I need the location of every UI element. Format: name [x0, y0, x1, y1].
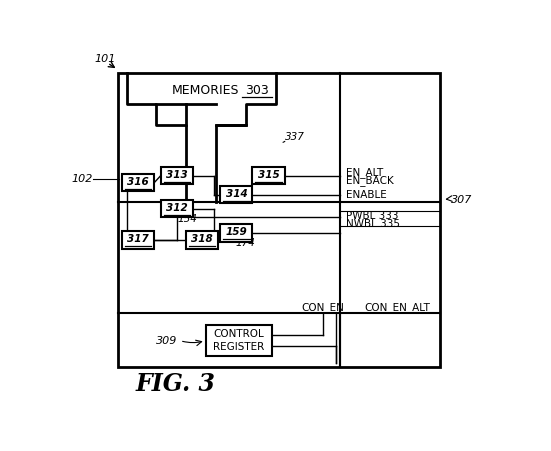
Text: NWBL 335: NWBL 335 — [347, 219, 401, 229]
Text: 102: 102 — [71, 174, 93, 184]
Text: 309: 309 — [156, 336, 178, 345]
Text: 315: 315 — [258, 170, 279, 179]
Bar — [252, 167, 284, 184]
Text: 313: 313 — [166, 170, 187, 179]
Text: 154: 154 — [178, 214, 198, 224]
Text: EN_BACK: EN_BACK — [347, 175, 394, 186]
Text: PWBL 333: PWBL 333 — [347, 211, 399, 221]
Text: 317: 317 — [127, 234, 149, 244]
Bar — [220, 224, 252, 242]
Text: CON_EN_ALT: CON_EN_ALT — [365, 302, 431, 313]
Text: 318: 318 — [191, 234, 213, 244]
Bar — [122, 174, 154, 191]
Text: FIG. 3: FIG. 3 — [136, 372, 215, 396]
Text: ENABLE: ENABLE — [347, 190, 387, 200]
Bar — [220, 186, 252, 203]
Text: CONTROL
REGISTER: CONTROL REGISTER — [213, 329, 264, 352]
Bar — [161, 167, 193, 184]
Text: CON_EN: CON_EN — [301, 302, 344, 313]
Bar — [118, 73, 440, 367]
Bar — [186, 231, 218, 249]
Text: 337: 337 — [284, 133, 304, 143]
Text: EN_ALT: EN_ALT — [347, 167, 383, 178]
Bar — [161, 200, 193, 217]
Text: 101: 101 — [95, 54, 116, 64]
Text: MEMORIES: MEMORIES — [172, 84, 239, 97]
Text: 312: 312 — [166, 202, 187, 212]
Text: 316: 316 — [127, 177, 149, 187]
Text: 314: 314 — [225, 189, 247, 199]
Text: 307: 307 — [451, 195, 472, 205]
Bar — [122, 231, 154, 249]
Text: 303: 303 — [245, 84, 269, 97]
Text: 174: 174 — [235, 239, 255, 249]
Text: 159: 159 — [225, 227, 247, 237]
Bar — [206, 325, 272, 356]
